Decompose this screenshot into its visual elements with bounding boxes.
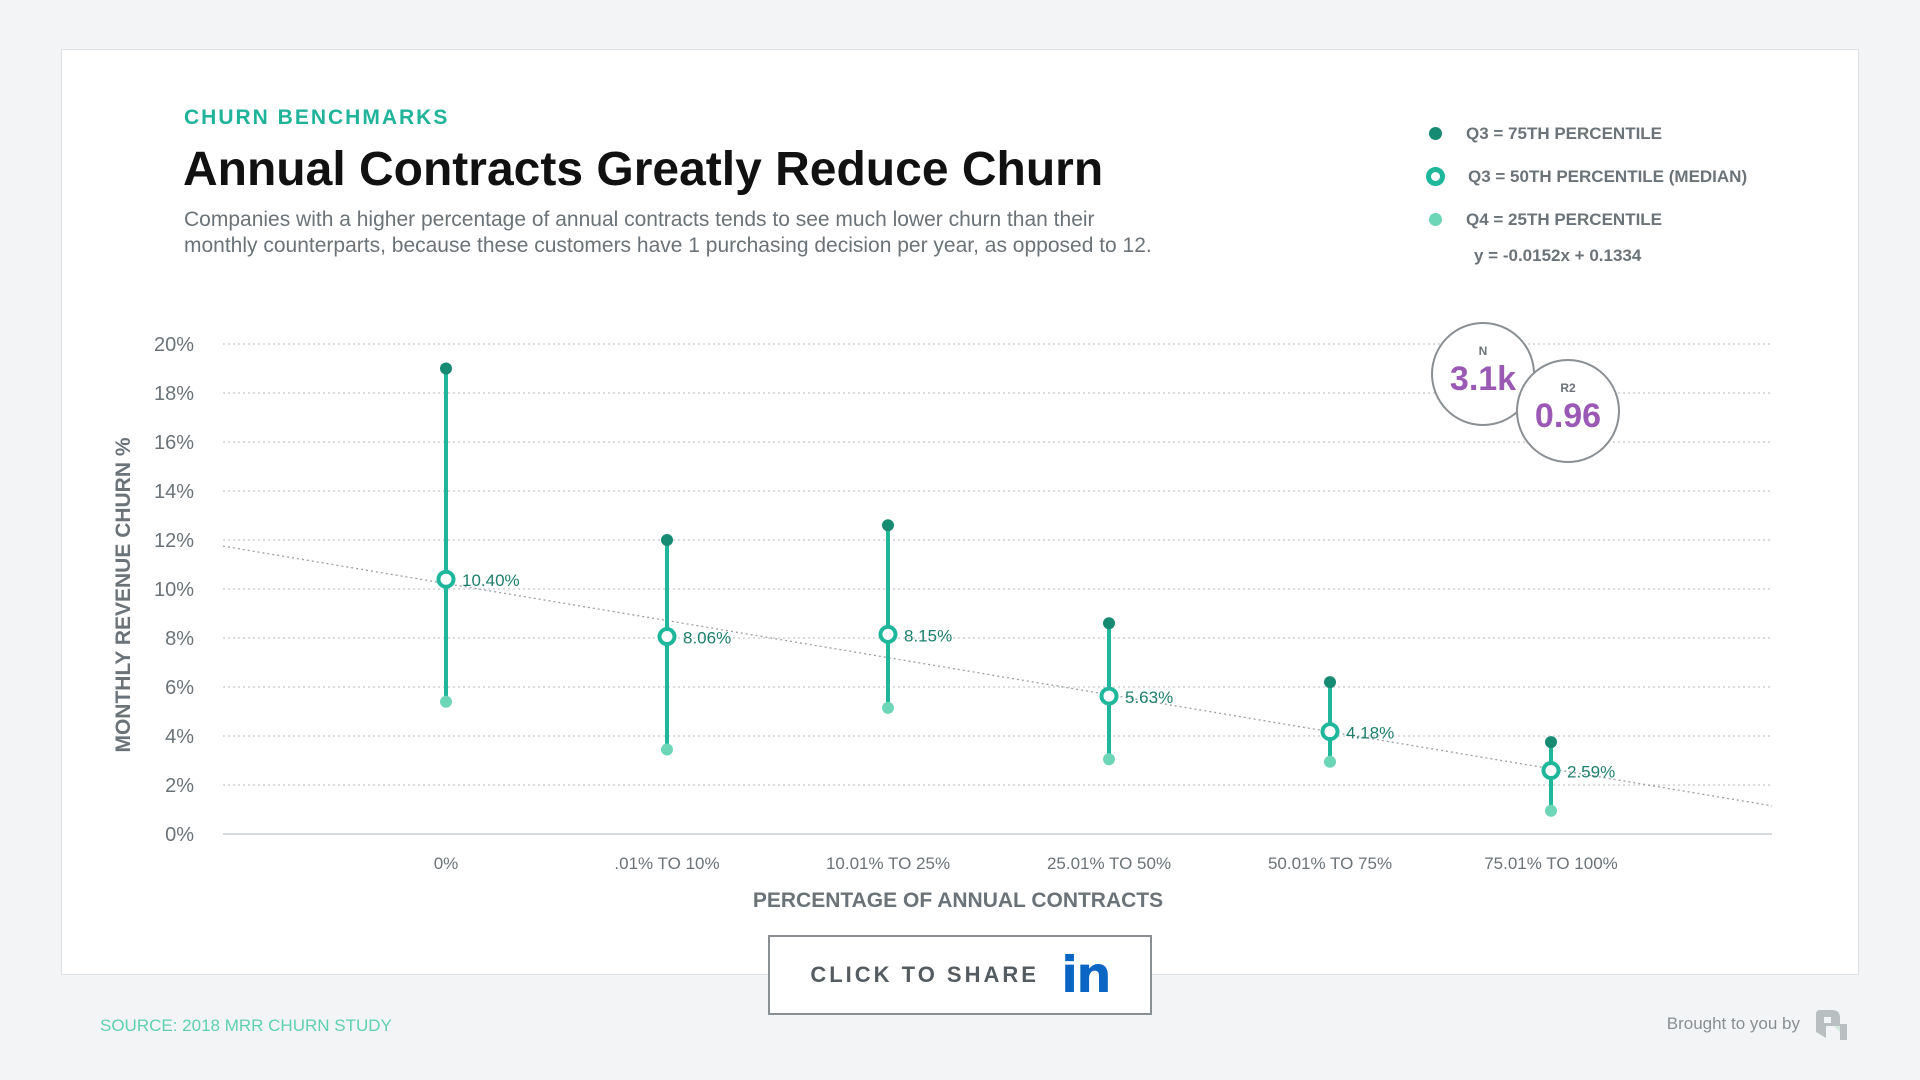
median-point [1320, 722, 1340, 742]
page-title: Annual Contracts Greatly Reduce Churn [183, 143, 1104, 196]
y-tick-label: 14% [154, 481, 194, 503]
filled-dot-icon [1429, 127, 1442, 140]
y-tick-label: 6% [165, 677, 194, 699]
share-linkedin-button[interactable]: CLICK TO SHARE in [768, 935, 1152, 1015]
q75-point [1324, 676, 1336, 689]
legend-item-median: Q3 = 50TH PERCENTILE (MEDIAN) [1424, 155, 1747, 198]
q25-point [440, 695, 452, 708]
trend-line [222, 545, 1773, 807]
x-tick-label: 75.01% TO 100% [1484, 854, 1618, 873]
ring-dot-icon [1426, 167, 1445, 186]
n-label: N [1478, 344, 1488, 358]
q25-point [882, 701, 894, 714]
x-tick-label: 25.01% TO 50% [1047, 854, 1171, 873]
median-data-label: 10.40% [462, 571, 520, 590]
q25-point [1103, 753, 1115, 766]
legend: Q3 = 75TH PERCENTILE Q3 = 50TH PERCENTIL… [1424, 112, 1747, 241]
q75-point [1545, 736, 1557, 749]
median-data-label: 5.63% [1125, 688, 1173, 707]
share-label: CLICK TO SHARE [810, 962, 1039, 987]
y-tick-label: 0% [165, 824, 194, 846]
subtitle-line: monthly counterparts, because these cust… [184, 234, 1152, 257]
r2-stat-bubble: R2 0.96 [1516, 359, 1620, 463]
q75-point [440, 362, 452, 375]
median-data-label: 4.18% [1346, 724, 1394, 743]
r2-value: 0.96 [1534, 397, 1602, 435]
subtitle-line: Companies with a higher percentage of an… [184, 208, 1095, 231]
legend-label: Q3 = 75TH PERCENTILE [1466, 123, 1663, 143]
y-tick-label: 10% [154, 579, 194, 601]
y-axis-title: MONTHLY REVENUE CHURN % [112, 437, 135, 752]
x-tick-label: 50.01% TO 75% [1268, 854, 1392, 873]
median-data-label: 2.59% [1567, 763, 1615, 782]
x-axis-title: PERCENTAGE OF ANNUAL CONTRACTS [753, 889, 1163, 912]
brand-logo-icon [1816, 1010, 1847, 1040]
r2-label: R2 [1560, 381, 1576, 395]
y-tick-label: 12% [154, 530, 194, 552]
q25-point [661, 743, 673, 756]
q25-point [1545, 804, 1557, 817]
y-tick-label: 4% [165, 726, 194, 748]
subtitle: Companies with a higher percentage of an… [184, 207, 1284, 259]
filled-dot-icon [1429, 213, 1442, 226]
median-point [1541, 761, 1561, 781]
median-point [878, 624, 898, 644]
q75-point [882, 519, 894, 532]
infographic-card [61, 49, 1859, 975]
median-point [657, 627, 677, 647]
source-note: SOURCE: 2018 MRR CHURN STUDY [100, 1016, 392, 1035]
legend-label: Q4 = 25TH PERCENTILE [1466, 209, 1663, 229]
legend-item-q25: Q4 = 25TH PERCENTILE [1424, 198, 1747, 241]
median-point [1099, 686, 1119, 706]
n-stat-bubble: N 3.1k [1431, 322, 1535, 426]
median-point [436, 569, 456, 589]
legend-item-q75: Q3 = 75TH PERCENTILE [1424, 112, 1747, 155]
x-tick-label: 0% [434, 854, 459, 873]
x-tick-label: 10.01% TO 25% [826, 854, 950, 873]
n-value: 3.1k [1449, 360, 1517, 398]
q25-point [1324, 755, 1336, 768]
y-tick-label: 8% [165, 628, 194, 650]
q75-point [661, 534, 673, 546]
linkedin-icon: in [1060, 946, 1112, 1004]
legend-label: Q3 = 50TH PERCENTILE (MEDIAN) [1468, 166, 1748, 186]
median-data-label: 8.06% [683, 629, 731, 648]
y-tick-label: 20% [154, 334, 194, 356]
y-tick-label: 16% [154, 432, 194, 454]
y-tick-label: 2% [165, 775, 194, 797]
x-tick-label: .01% TO 10% [614, 854, 719, 873]
trend-equation: y = -0.0152x + 0.1334 [1474, 246, 1642, 265]
q75-point [1103, 617, 1115, 630]
brought-by: Brought to you by [1666, 1014, 1800, 1033]
y-tick-label: 18% [154, 383, 194, 405]
median-data-label: 8.15% [904, 626, 952, 645]
kicker: CHURN BENCHMARKS [184, 106, 450, 129]
